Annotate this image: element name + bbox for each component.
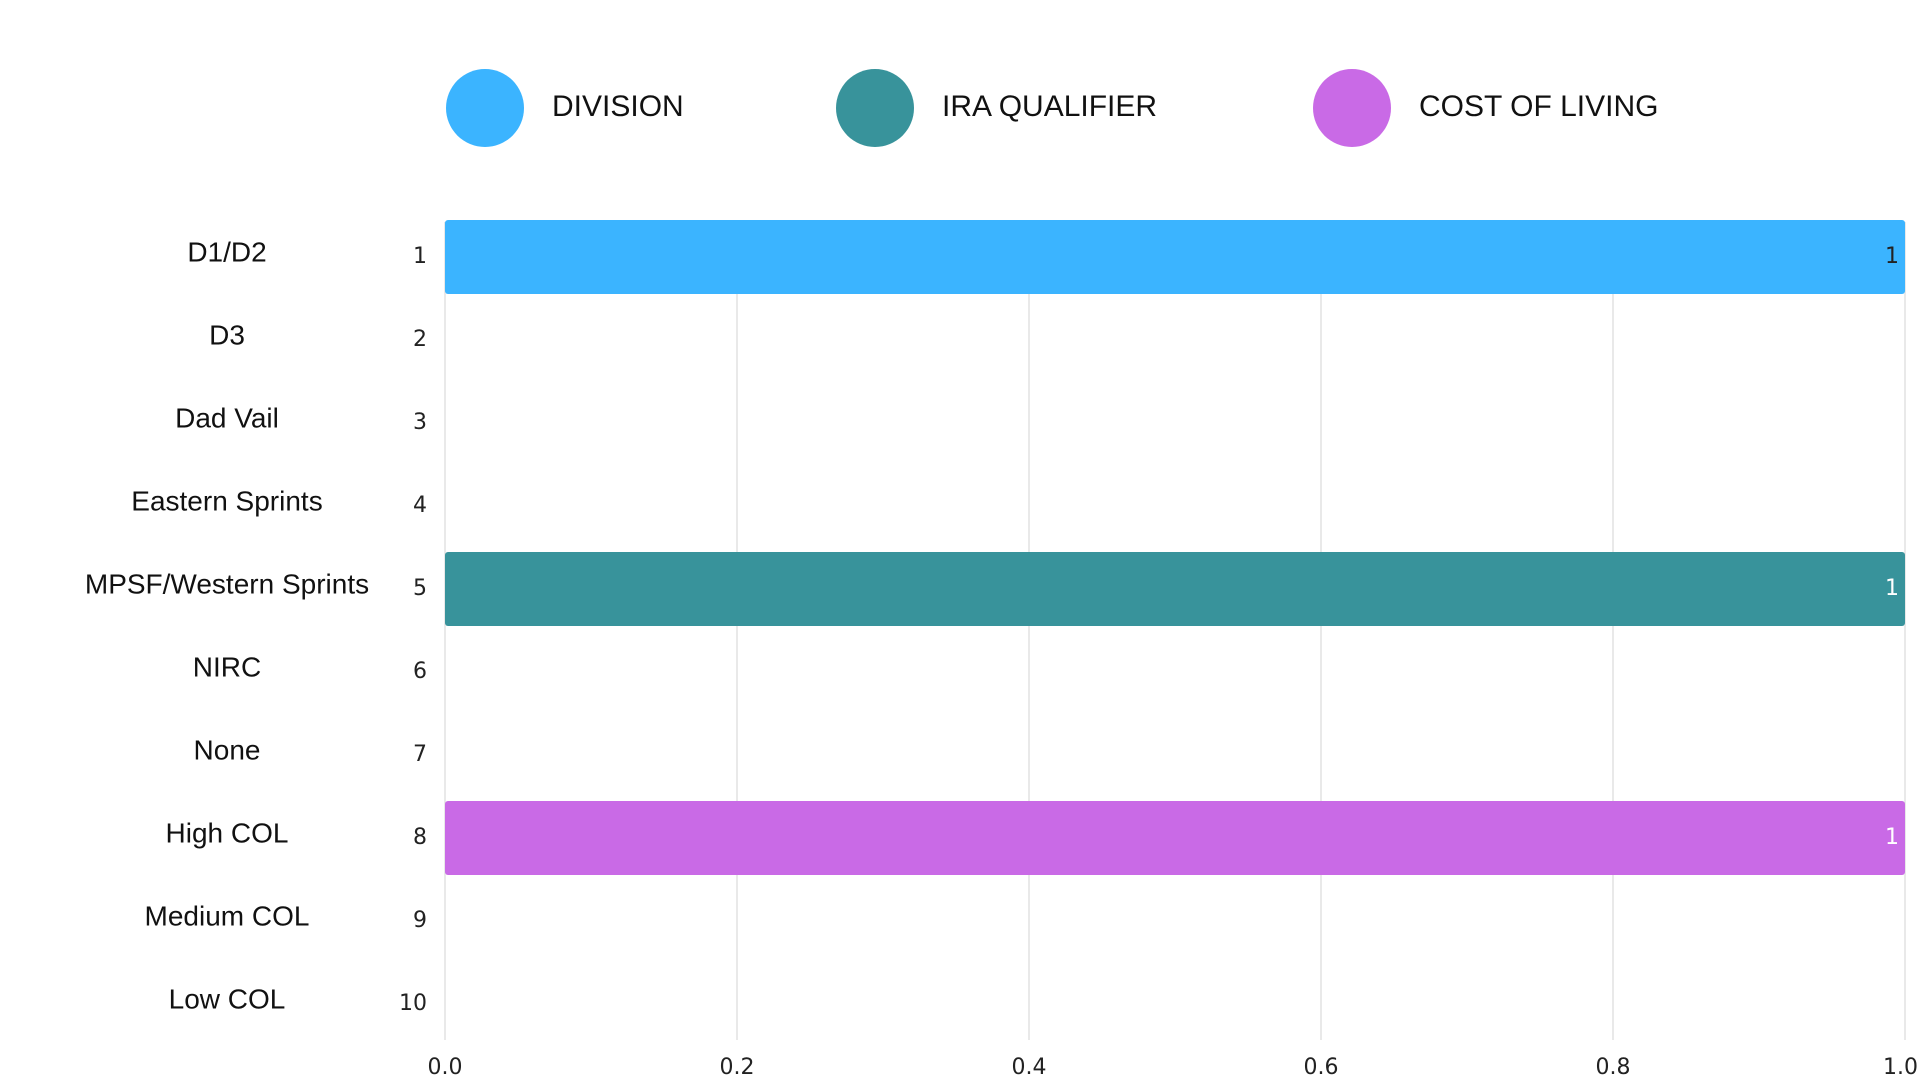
- x-axis-tick-labels: 0.0 0.2 0.4 0.6 0.8 1.0: [428, 1055, 1919, 1080]
- x-tick-label-3: 0.6: [1304, 1055, 1339, 1080]
- bars-group: [445, 220, 1905, 875]
- category-label-eastern-sprints: Eastern Sprints: [131, 485, 322, 516]
- category-label-nirc: NIRC: [193, 651, 261, 682]
- category-label-medium-col: Medium COL: [145, 900, 310, 931]
- data-label-mpsf-western-sprints: 1: [1885, 576, 1899, 601]
- grid-lines: [444, 222, 1906, 1040]
- bar-cost-of-living-high-col[interactable]: [445, 801, 1905, 875]
- category-number-7: 7: [413, 742, 427, 767]
- category-number-2: 2: [413, 327, 427, 352]
- category-number-8: 8: [413, 825, 427, 850]
- category-number-9: 9: [413, 908, 427, 933]
- x-tick-label-1: 0.2: [720, 1055, 755, 1080]
- category-label-none: None: [194, 734, 261, 765]
- chart-legend: DIVISION IRA QUALIFIER COST OF LIVING: [446, 69, 1659, 147]
- legend-label-cost-of-living: COST OF LIVING: [1419, 90, 1659, 123]
- data-label-d1-d2: 1: [1885, 244, 1899, 269]
- category-label-low-col: Low COL: [169, 983, 286, 1014]
- category-number-6: 6: [413, 659, 427, 684]
- category-number-1: 1: [413, 244, 427, 269]
- category-label-dad-vail: Dad Vail: [175, 402, 279, 433]
- category-number-5: 5: [413, 576, 427, 601]
- legend-swatch-ira-qualifier: [836, 69, 914, 147]
- bar-ira-qualifier-mpsf-western-sprints[interactable]: [445, 552, 1905, 626]
- legend-swatch-cost-of-living: [1313, 69, 1391, 147]
- category-labels: D1/D2 D3 Dad Vail Eastern Sprints MPSF/Weste…: [85, 236, 369, 1014]
- category-label-d3: D3: [209, 319, 245, 350]
- data-label-high-col: 1: [1885, 825, 1899, 850]
- category-number-3: 3: [413, 410, 427, 435]
- category-label-high-col: High COL: [166, 817, 289, 848]
- x-tick-label-0: 0.0: [428, 1055, 463, 1080]
- category-number-4: 4: [413, 493, 427, 518]
- legend-swatch-division: [446, 69, 524, 147]
- x-tick-label-4: 0.8: [1596, 1055, 1631, 1080]
- category-number-labels: 1 2 3 4 5 6 7 8 9 10: [399, 244, 427, 1016]
- category-label-d1-d2: D1/D2: [187, 236, 266, 267]
- x-tick-label-2: 0.4: [1012, 1055, 1047, 1080]
- legend-label-ira-qualifier: IRA QUALIFIER: [942, 90, 1157, 123]
- category-label-mpsf-western-sprints: MPSF/Western Sprints: [85, 568, 369, 599]
- legend-label-division: DIVISION: [552, 90, 684, 123]
- data-labels: 1 1 1: [1885, 244, 1899, 850]
- category-number-10: 10: [399, 991, 427, 1016]
- bar-division-d1-d2[interactable]: [445, 220, 1905, 294]
- x-tick-label-5: 1.0: [1883, 1055, 1918, 1080]
